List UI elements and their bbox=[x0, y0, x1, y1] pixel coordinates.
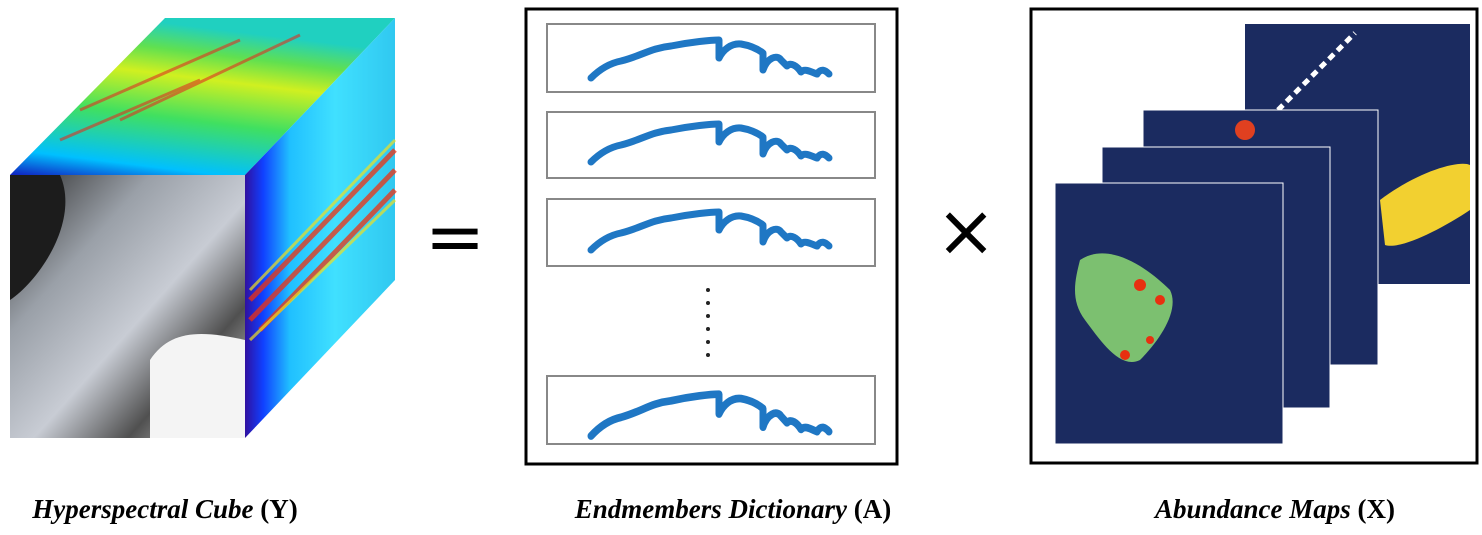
caption-name: Abundance Maps bbox=[1153, 494, 1351, 524]
cube-front-highlight bbox=[150, 334, 245, 438]
cube bbox=[10, 18, 395, 438]
caption-symbol: (X) bbox=[1358, 494, 1395, 524]
abundance bbox=[1031, 9, 1477, 463]
caption-symbol: (Y) bbox=[260, 494, 297, 524]
caption: Abundance Maps (X) bbox=[1153, 494, 1395, 524]
captions: Hyperspectral Cube (Y) Endmembers Dictio… bbox=[31, 494, 1395, 524]
caption: Endmembers Dictionary (A) bbox=[574, 494, 892, 524]
equals-sign: = bbox=[425, 195, 485, 279]
endmember-box bbox=[547, 24, 875, 92]
caption: Hyperspectral Cube (Y) bbox=[31, 494, 297, 524]
times-sign: × bbox=[936, 189, 996, 273]
caption-name: Hyperspectral Cube bbox=[31, 494, 253, 524]
diagram: = × Hyperspectral C bbox=[0, 0, 1482, 535]
caption-name: Endmembers Dictionary bbox=[574, 494, 848, 524]
map-blob bbox=[1235, 120, 1255, 140]
caption-symbol: (A) bbox=[854, 494, 891, 524]
dictionary bbox=[526, 9, 897, 464]
